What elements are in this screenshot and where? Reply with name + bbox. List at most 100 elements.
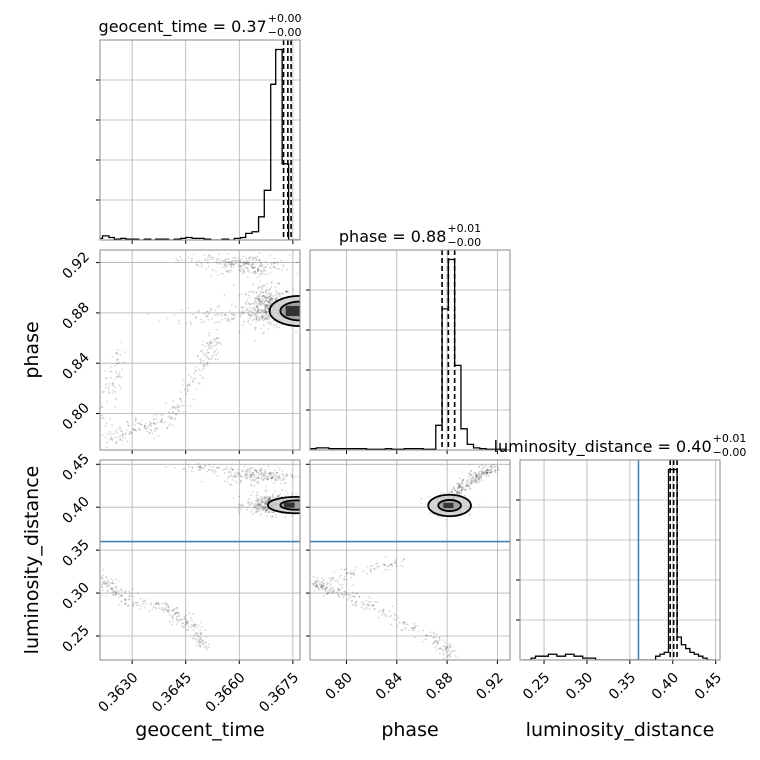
sample-point bbox=[192, 613, 194, 615]
sample-point bbox=[216, 466, 219, 469]
sample-point bbox=[123, 598, 126, 601]
sample-point bbox=[363, 603, 366, 606]
sample-point bbox=[218, 321, 221, 323]
sample-point bbox=[199, 629, 202, 632]
density-core bbox=[285, 305, 300, 317]
sample-point bbox=[207, 351, 209, 354]
sample-point bbox=[262, 315, 265, 317]
sample-point bbox=[199, 638, 202, 640]
sample-point bbox=[194, 377, 197, 380]
sample-point bbox=[274, 262, 276, 265]
sample-point bbox=[136, 422, 139, 424]
sample-point bbox=[269, 497, 271, 499]
sample-point bbox=[252, 307, 255, 310]
sample-point bbox=[275, 290, 277, 293]
sample-point bbox=[247, 261, 250, 264]
sample-point bbox=[198, 641, 201, 644]
sample-point bbox=[259, 502, 262, 505]
sample-point bbox=[287, 492, 289, 495]
sample-point bbox=[238, 331, 241, 334]
sample-point bbox=[390, 563, 393, 566]
sample-point bbox=[211, 469, 214, 472]
sample-point bbox=[127, 424, 130, 427]
sample-point bbox=[328, 591, 330, 594]
sample-point bbox=[277, 268, 279, 270]
sample-point bbox=[480, 474, 483, 476]
sample-point bbox=[251, 314, 254, 317]
sample-point bbox=[270, 267, 272, 270]
sample-point bbox=[248, 313, 250, 316]
sample-point bbox=[439, 647, 442, 650]
sample-point bbox=[271, 297, 274, 300]
sample-point bbox=[255, 508, 258, 511]
sample-point bbox=[361, 604, 364, 607]
sample-point bbox=[458, 477, 461, 480]
sample-point bbox=[259, 474, 262, 476]
sample-point bbox=[382, 563, 385, 565]
sample-point bbox=[170, 615, 173, 618]
sample-point bbox=[266, 509, 268, 511]
sample-point bbox=[199, 383, 201, 385]
sample-point bbox=[216, 475, 219, 478]
scatter-points bbox=[310, 463, 500, 660]
sample-point bbox=[226, 318, 229, 321]
sample-point bbox=[354, 601, 357, 604]
sample-point bbox=[163, 603, 166, 605]
sample-point bbox=[459, 485, 461, 488]
sample-point bbox=[413, 629, 415, 632]
sample-point bbox=[290, 491, 293, 494]
sample-point bbox=[205, 315, 208, 318]
sample-point bbox=[241, 470, 244, 473]
sample-point bbox=[199, 468, 201, 471]
sample-point bbox=[259, 470, 262, 472]
sample-point bbox=[188, 384, 191, 387]
sample-point bbox=[111, 384, 114, 387]
sample-point bbox=[203, 345, 206, 348]
sample-point bbox=[133, 420, 136, 422]
hist-panel-geocent_time bbox=[96, 39, 301, 244]
sample-point bbox=[215, 348, 218, 351]
sample-point bbox=[214, 470, 217, 473]
sample-point bbox=[263, 471, 266, 474]
sample-point bbox=[132, 588, 135, 590]
sample-point bbox=[321, 577, 323, 580]
sample-point bbox=[265, 311, 268, 314]
sample-point bbox=[213, 338, 216, 340]
sample-point bbox=[175, 611, 178, 614]
sample-point bbox=[316, 582, 318, 585]
sample-point bbox=[203, 320, 206, 323]
sample-point bbox=[214, 358, 217, 361]
sample-point bbox=[230, 474, 233, 476]
sample-point bbox=[184, 620, 187, 623]
sample-point bbox=[239, 311, 242, 314]
sample-point bbox=[270, 262, 273, 264]
sample-point bbox=[245, 260, 248, 263]
sample-point bbox=[266, 304, 269, 306]
sample-point bbox=[394, 562, 397, 565]
sample-point bbox=[194, 623, 196, 626]
sample-point bbox=[211, 354, 214, 357]
sample-point bbox=[263, 474, 265, 476]
sample-point bbox=[120, 589, 123, 592]
sample-point bbox=[269, 297, 272, 299]
sample-point bbox=[264, 291, 267, 293]
sample-point bbox=[232, 318, 235, 320]
sample-point bbox=[277, 495, 280, 498]
sample-point bbox=[152, 606, 155, 608]
sample-point bbox=[466, 484, 469, 487]
sample-point bbox=[203, 312, 206, 315]
sample-point bbox=[255, 477, 258, 480]
sample-point bbox=[181, 405, 184, 408]
sample-point bbox=[478, 477, 481, 479]
sample-point bbox=[257, 286, 260, 288]
sample-point bbox=[226, 477, 229, 479]
sample-point bbox=[124, 590, 127, 593]
sample-point bbox=[486, 472, 488, 475]
sample-point bbox=[105, 584, 108, 587]
sample-point bbox=[490, 470, 493, 473]
sample-point bbox=[177, 619, 180, 622]
sample-point bbox=[478, 479, 481, 481]
sample-point bbox=[240, 505, 243, 508]
sample-point bbox=[473, 478, 476, 481]
